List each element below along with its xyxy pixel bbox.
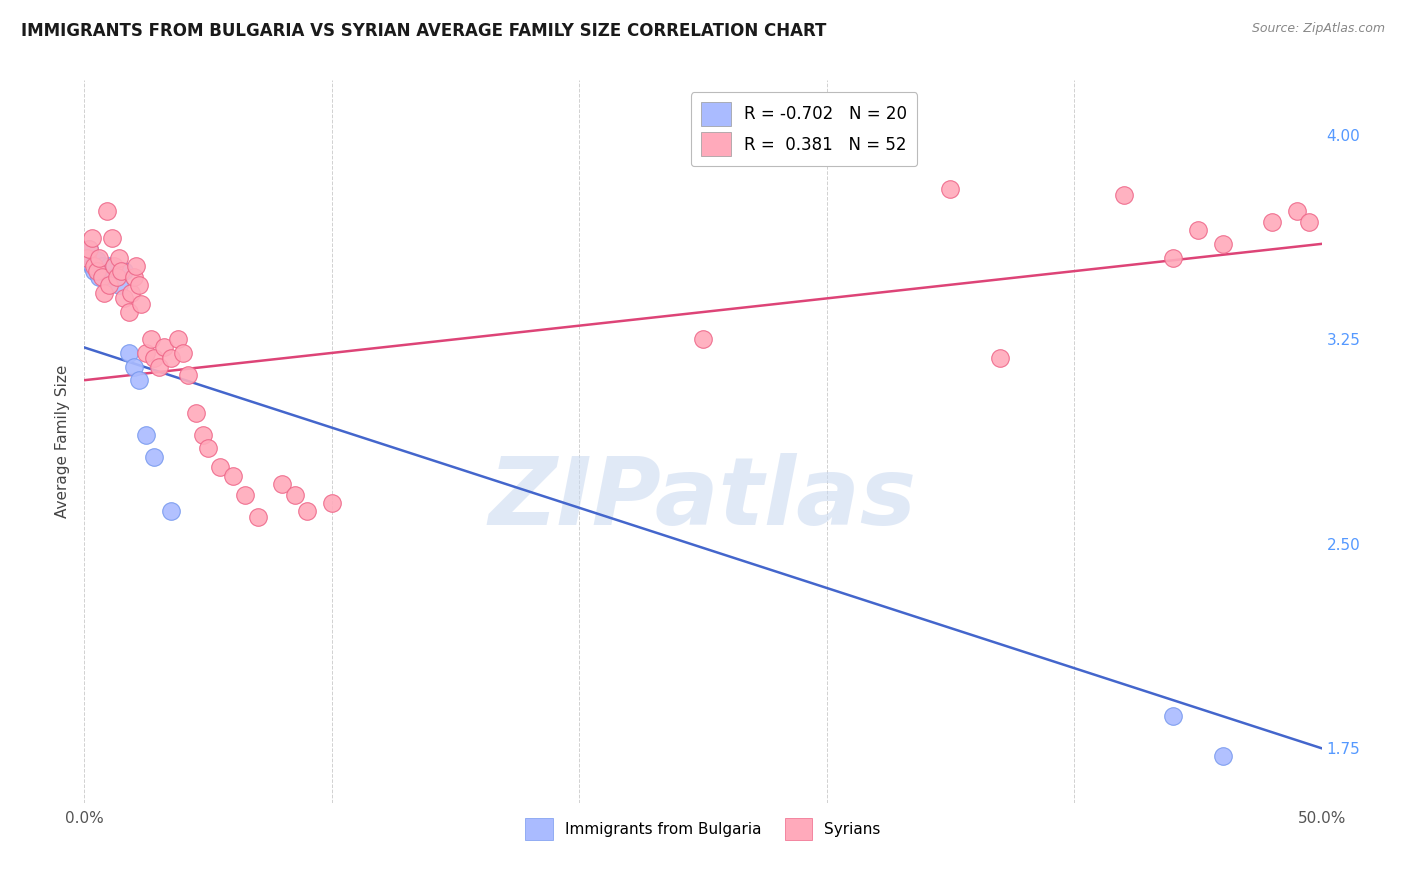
Point [160,351,183,366]
Point [1298,215,1320,229]
Point [1212,749,1234,764]
Point [148,359,170,374]
Point [110,264,132,278]
Point [233,488,256,502]
Point [167,332,190,346]
Point [128,373,150,387]
Legend: Immigrants from Bulgaria, Syrians: Immigrants from Bulgaria, Syrians [519,812,887,846]
Point [191,427,214,442]
Point [184,406,207,420]
Point [112,292,135,306]
Point [246,509,269,524]
Point [142,450,165,464]
Point [118,346,141,360]
Point [83,259,105,273]
Point [152,341,174,355]
Point [112,264,135,278]
Point [86,253,108,268]
Point [90,269,112,284]
Point [83,264,105,278]
Point [284,488,307,502]
Point [177,368,200,382]
Point [271,476,294,491]
Point [108,251,131,265]
Point [105,269,128,284]
Point [1212,236,1234,251]
Point [76,251,98,265]
Point [128,277,150,292]
Point [76,251,98,265]
Point [79,243,101,257]
Point [160,504,183,518]
Point [80,259,103,273]
Point [89,269,111,284]
Point [1261,215,1284,229]
Point [142,351,165,366]
Point [118,305,141,319]
Point [692,332,714,346]
Point [1285,204,1308,219]
Point [295,504,318,518]
Point [80,231,103,245]
Point [135,427,157,442]
Point [209,460,232,475]
Point [122,359,145,374]
Point [1161,708,1184,723]
Point [1187,223,1209,237]
Y-axis label: Average Family Size: Average Family Size [55,365,70,518]
Point [93,264,115,278]
Point [103,269,125,284]
Point [1112,187,1135,202]
Point [321,496,343,510]
Point [96,204,118,219]
Point [79,243,101,257]
Point [98,259,121,273]
Text: ZIPatlas: ZIPatlas [489,453,917,545]
Point [939,182,962,196]
Point [222,468,245,483]
Point [135,346,157,360]
Text: IMMIGRANTS FROM BULGARIA VS SYRIAN AVERAGE FAMILY SIZE CORRELATION CHART: IMMIGRANTS FROM BULGARIA VS SYRIAN AVERA… [21,22,827,40]
Point [172,346,194,360]
Point [89,251,111,265]
Point [98,277,121,292]
Point [197,442,219,456]
Point [86,264,108,278]
Point [90,259,112,273]
Point [1161,251,1184,265]
Point [141,332,163,346]
Point [93,285,115,300]
Point [129,297,152,311]
Point [122,269,145,284]
Point [108,277,131,292]
Point [103,259,125,273]
Point [120,285,142,300]
Text: Source: ZipAtlas.com: Source: ZipAtlas.com [1251,22,1385,36]
Point [988,351,1011,366]
Point [125,259,148,273]
Point [100,231,122,245]
